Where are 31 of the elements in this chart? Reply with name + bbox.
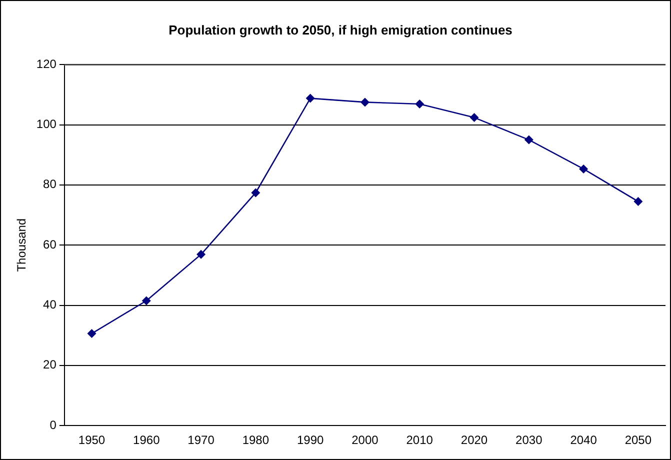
point <box>251 188 260 198</box>
point <box>196 250 206 259</box>
point <box>306 94 315 103</box>
y-tick-label: 60 <box>43 237 57 252</box>
point <box>579 164 588 174</box>
x-tick-label: 1970 <box>188 433 215 448</box>
point <box>470 113 479 122</box>
x-tick-label: 2030 <box>516 433 543 448</box>
x-tick-label: 2050 <box>624 433 652 448</box>
x-tick-label: 2010 <box>406 433 434 448</box>
x-tick-label: 2020 <box>460 433 488 448</box>
point <box>634 196 643 206</box>
y-axis-title: Thousand <box>14 218 29 272</box>
point <box>415 100 424 109</box>
y-tick-label: 120 <box>36 56 57 71</box>
x-tick-label: 1990 <box>296 433 324 448</box>
x-tick-label: 1960 <box>133 433 160 448</box>
x-tick-label: 2040 <box>570 433 598 448</box>
x-tick-label: 2000 <box>352 433 379 448</box>
x-tick-label: 1950 <box>78 433 106 448</box>
y-tick-label: 100 <box>36 117 57 132</box>
point <box>87 329 96 338</box>
point <box>142 296 151 306</box>
chart-title: Population growth to 2050, if high emigration continues <box>168 22 512 38</box>
y-tick-label: 20 <box>43 358 57 372</box>
y-tick-label: 0 <box>50 418 57 432</box>
point <box>360 98 370 107</box>
x-tick-label: 1980 <box>242 433 270 448</box>
y-tick-label: 80 <box>43 177 57 192</box>
point <box>524 135 534 144</box>
y-tick-label: 40 <box>43 298 57 312</box>
